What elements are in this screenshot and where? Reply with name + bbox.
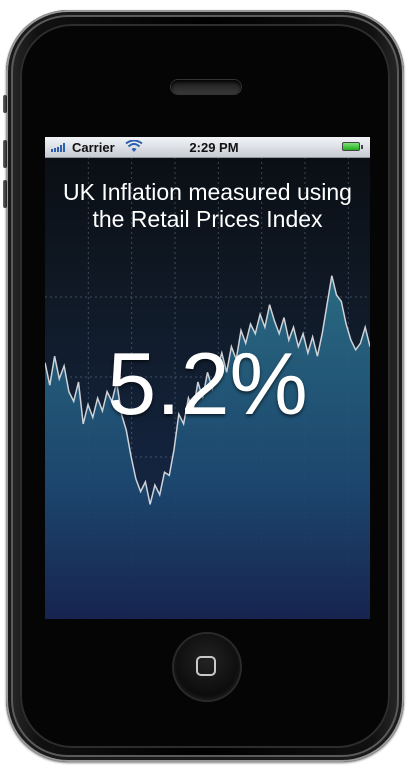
volume-down-button xyxy=(3,180,7,208)
clock: 2:29 PM xyxy=(189,140,239,155)
carrier-label: Carrier xyxy=(72,140,115,155)
inflation-value: 5.2% xyxy=(107,334,308,433)
headline: UK Inflation measured using the Retail P… xyxy=(63,179,352,232)
inflation-chart xyxy=(45,157,370,619)
battery-tip xyxy=(361,145,363,149)
earpiece-speaker xyxy=(171,80,241,94)
mute-switch xyxy=(3,95,7,113)
screen: Carrier 2:29 PM UK Inflation measured us… xyxy=(45,137,370,619)
chart-area xyxy=(45,275,370,619)
status-bar: Carrier 2:29 PM xyxy=(45,137,370,158)
volume-up-button xyxy=(3,140,7,168)
home-square-icon xyxy=(196,656,216,676)
signal-strength-icon xyxy=(51,143,69,152)
battery-icon xyxy=(342,142,360,151)
home-button[interactable] xyxy=(174,634,240,700)
wifi-icon xyxy=(125,139,143,156)
chart-line xyxy=(45,275,370,505)
